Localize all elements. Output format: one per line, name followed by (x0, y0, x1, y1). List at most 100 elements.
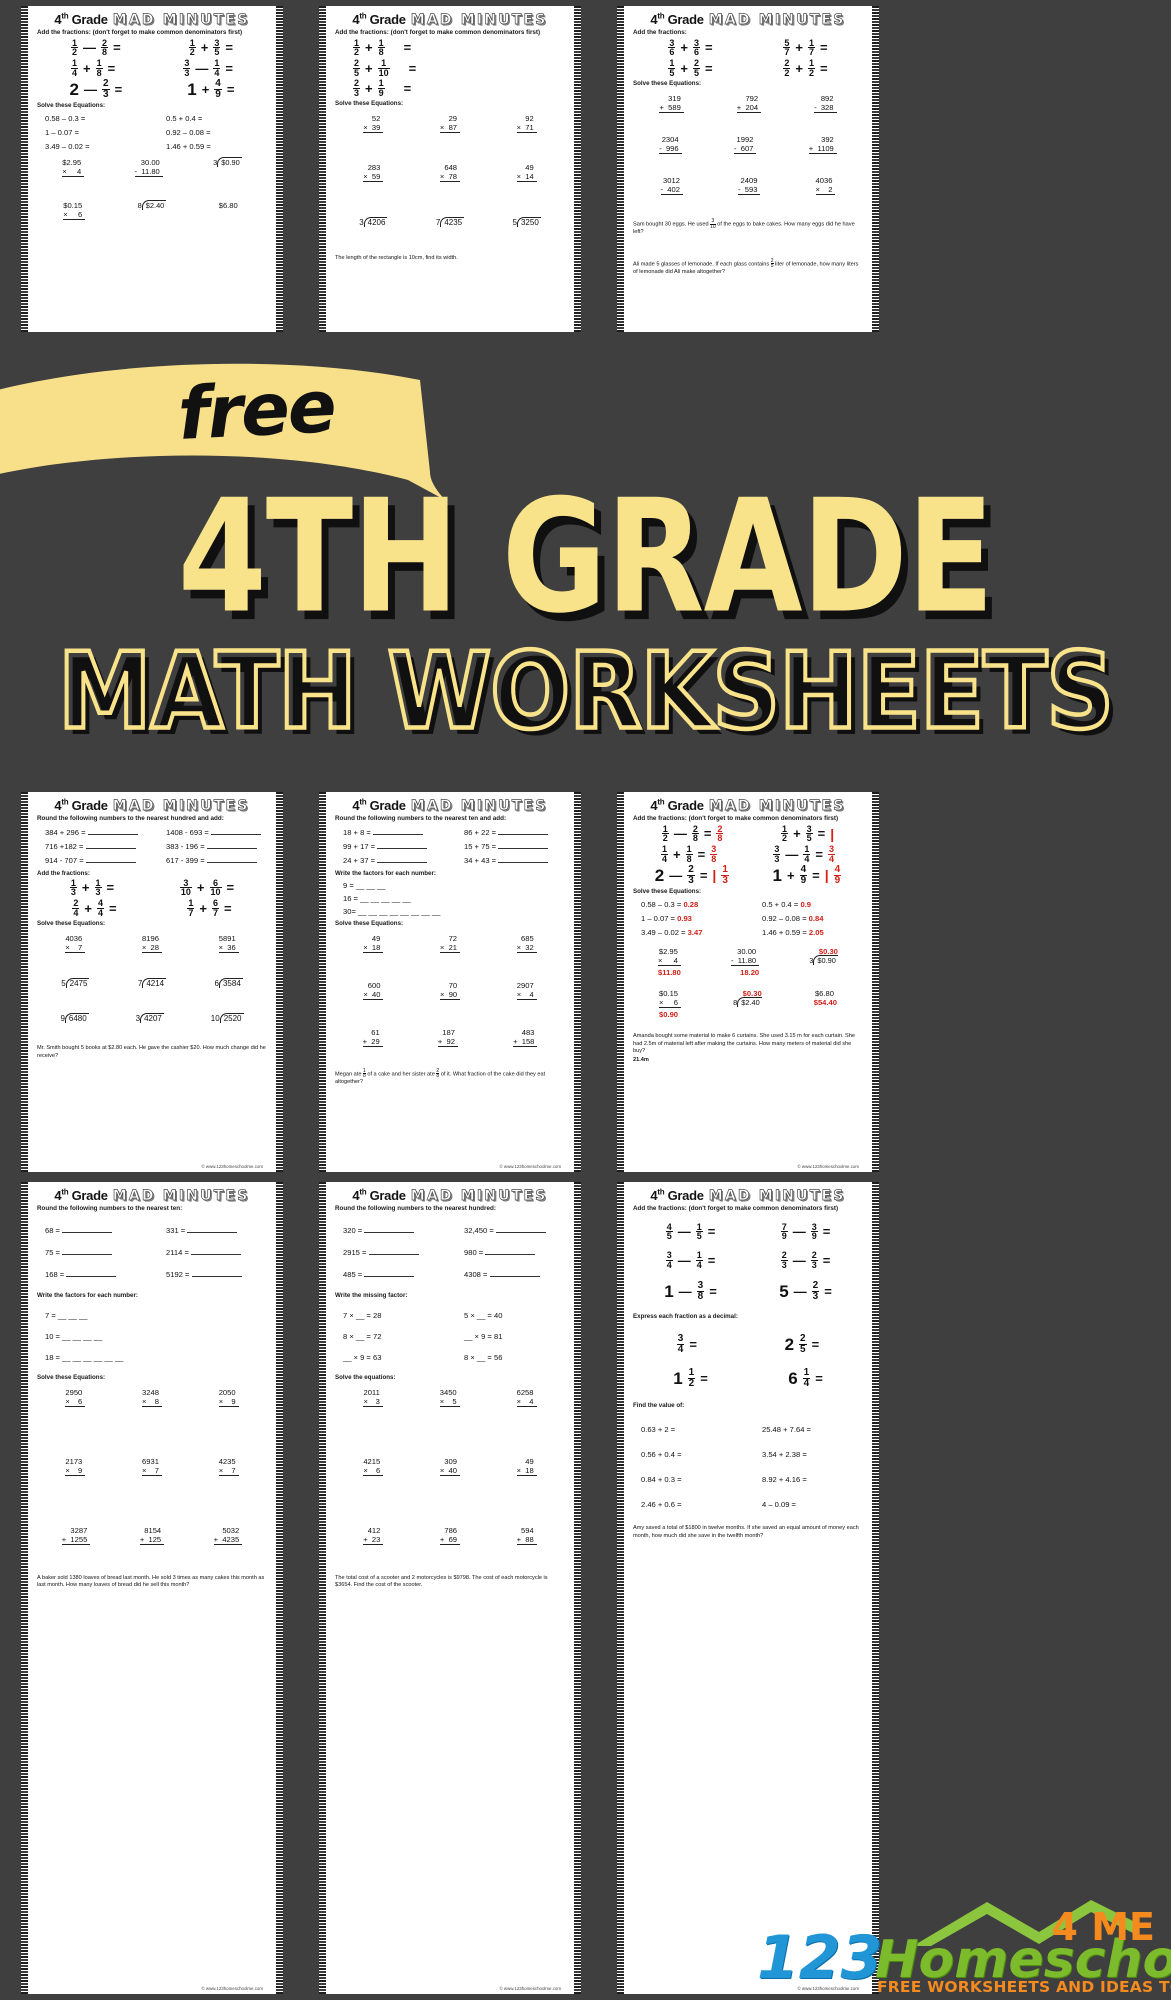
column-sum-row: $2.95 × 4 30.00- 11.80 3 $0.90 (62, 157, 242, 178)
column-sum-row: 49 × 18 72 × 21 685 × 32 (335, 934, 565, 953)
value-label: Find the value of: (633, 1402, 685, 1410)
equation-row: 485 = 4308 = (335, 1270, 565, 1279)
fraction-row: 2 4 +4 4 = 1 7 +6 7 = (72, 898, 232, 918)
fraction-row: 2—2 3 = 1 +4 9 = (69, 78, 235, 100)
brand-homeschool: Homeschool (875, 1930, 1171, 1990)
worksheet-thumbnail-3[interactable]: 4th Grade MAD MINUTES Add the fractions: … (610, 6, 886, 392)
fraction-row: 3 4 = 2 2 5 = (676, 1333, 820, 1355)
worksheet-thumbnail-9[interactable]: 4th Grade MAD MINUTES Add the fractions: … (610, 1182, 886, 1994)
word-problem: The length of the rectangle is 10cm, fin… (335, 255, 458, 262)
factor-row: 16 = __ __ __ __ __ (343, 893, 411, 903)
house-roof-icon (913, 1900, 1135, 1946)
page-subtitle: MATH WORKSHEETS (56, 631, 1116, 754)
instruction-text: Round the following numbers to the neare… (335, 1205, 496, 1212)
column-sum-row: 2950 × 6 3248 × 8 2050 × 9 (37, 1388, 267, 1407)
page-title: 4TH GRADE (177, 466, 994, 649)
word-problem: Amy saved a total of $1800 in twelve mon… (633, 1525, 859, 1539)
instruction-text: Add the fractions: (633, 29, 687, 36)
brand-4me: 4 ME (1051, 1905, 1155, 1949)
factor-row: 9 = __ __ __ (343, 880, 386, 890)
credit-line: © www.123homeschoolme.com (797, 1164, 859, 1169)
column-sum-row: 2173 × 9 6931 × 7 4235 × 7 (37, 1457, 267, 1476)
worksheet-header: 4th Grade MAD MINUTES (650, 1187, 846, 1204)
worksheet-thumbnail-7[interactable]: 4th Grade MAD MINUTES Round the following… (14, 1182, 290, 1994)
worksheet-header: 4th Grade MAD MINUTES (54, 797, 250, 814)
equation-row: 0.84 + 0.3 = 8.92 + 4.16 = (641, 1475, 807, 1485)
worksheet-header: 4th Grade MAD MINUTES (650, 797, 846, 814)
solve-label: Solve these Equations: (37, 1373, 106, 1381)
word-problem: A baker sold 1380 loaves of bread last m… (37, 1574, 265, 1589)
factor-row: 18 = __ __ __ __ __ __ (45, 1352, 124, 1362)
equation-row: 68 = 331 = (37, 1226, 267, 1235)
equation-row: 3.49 – 0.02 = 3.47 1.46 + 0.59 = 2.05 (641, 928, 824, 938)
solve-label: Solve these Equations: (633, 80, 702, 88)
equation-row: 320 = 32,450 = (335, 1226, 565, 1235)
instruction-text: Add the fractions: (don't forget to make… (37, 29, 243, 36)
instruction-text: Round the following numbers to the neare… (37, 815, 224, 822)
column-sum-row: 283 × 59 648 × 78 49 × 14 (335, 163, 565, 183)
worksheet-thumbnail-2[interactable]: 4th Grade MAD MINUTES Add the fractions: … (312, 6, 588, 382)
instruction-text: Add the fractions: (don't forget to make… (633, 815, 839, 822)
column-sum-row: 319 + 589 792 + 204 892- 328 (633, 94, 863, 114)
worksheet-header: 4th Grade MAD MINUTES (650, 11, 846, 28)
worksheet-thumbnail-8[interactable]: 4th Grade MAD MINUTES Round the following… (312, 1182, 588, 1994)
long-division-row: 9 6480 3 4207 10 2520 (60, 1013, 244, 1024)
column-sum-row: $0.15 × 6 8 $2.40 $6.80 (63, 200, 238, 221)
column-sum-row: 600 × 40 70 × 90 2907 × 4 (335, 981, 565, 1000)
worksheet-header: 4th Grade MAD MINUTES (352, 797, 548, 814)
word-problem: Mr. Smith bought 5 books at $2.80 each. … (37, 1045, 266, 1059)
column-sum-row: $0.15 × 6 $0.90 $0.30 8 $2.40 $6.80 $54.40 (659, 989, 837, 1020)
instruction-text: Add the fractions: (don't forget to make… (633, 1205, 839, 1212)
worksheet-thumbnail-4[interactable]: 4th Grade MAD MINUTES Round the following… (14, 792, 290, 1172)
credit-line: © www.123homeschoolme.com (201, 1164, 263, 1169)
factor-row: 7 = __ __ __ (45, 1310, 88, 1320)
equation-row: 1 – 0.07 = 0.93 0.92 – 0.08 = 0.84 (641, 914, 824, 924)
word-problem: Sam bought 30 eggs. He used 3 10 of the e… (633, 218, 855, 236)
credit-line: © www.123homeschoolme.com (499, 1164, 561, 1169)
fraction-row: 1 2—2 8 = 2 8 1 2 +3 5 = | (661, 823, 835, 844)
factor-row: __ × 9 = 63 8 × __ = 56 (343, 1352, 503, 1362)
equation-row: 914 - 707 = 617 - 399 = (37, 856, 267, 865)
worksheet-thumbnail-1[interactable]: 4th Grade MAD MINUTES Add the fractions: … (14, 6, 290, 352)
column-sum-row: 4036 × 7 8196 × 28 5891 × 36 (37, 934, 267, 954)
column-sum-row: 52 × 39 29 × 87 92 × 71 (335, 114, 565, 134)
free-label: free (175, 363, 337, 457)
solve-label: Solve these Equations: (335, 919, 404, 927)
equation-row: 0.63 + 2 = 25.48 + 7.64 = (641, 1425, 811, 1435)
factor-row: 10 = __ __ __ __ (45, 1331, 103, 1341)
column-sum-row: 4215 × 6 309 × 40 49 × 18 (335, 1457, 565, 1476)
worksheet-header: 4th Grade MAD MINUTES (352, 1187, 548, 1204)
equation-row: 716 +182 = 383 - 196 = (37, 842, 267, 851)
solve-label: Solve these Equations: (37, 920, 106, 928)
long-division-row: 3 4206 7 4235 5 3250 (359, 217, 541, 228)
column-sum-row: 412 + 23 786 + 69 594 + 88 (335, 1526, 565, 1545)
fraction-row: 2 3 +1 9 = (353, 78, 412, 98)
worksheet-thumbnail-5[interactable]: 4th Grade MAD MINUTES Round the following… (312, 792, 588, 1172)
credit-line: © www.123homeschoolme.com (499, 1986, 561, 1991)
worksheet-thumbnail-6[interactable]: 4th Grade MAD MINUTES Add the fractions: … (610, 792, 886, 1172)
factors-label: Write the factors for each number: (37, 1291, 138, 1299)
solve-label: Solve these Equations: (335, 100, 404, 108)
factors-label: Write the missing factor: (335, 1291, 408, 1299)
factor-row: 30= __ __ __ __ __ __ __ __ (343, 906, 441, 916)
equation-row: 0.58 – 0.3 = 0.28 0.5 + 0.4 = 0.9 (641, 900, 811, 910)
fraction-row: 1 4 +1 8 = 3 3—1 4 = (71, 58, 233, 78)
factor-row: 7 × __ = 28 5 × __ = 40 (343, 1310, 503, 1320)
fraction-row: 1—3 8 = 5—2 3 = (664, 1280, 832, 1302)
equation-row: 2.46 + 0.6 = 4 – 0.09 = (641, 1500, 796, 1510)
solve-label: Solve these Equations: (37, 102, 106, 110)
worksheet-header: 4th Grade MAD MINUTES (54, 1187, 250, 1204)
fraction-row: 1 3 +1 3 = 3 10 +6 10 = (69, 877, 235, 898)
column-sum-row: $2.95 × 4 $11.80 30.00- 11.80 18.20 $0.30 3 $… (658, 947, 838, 978)
equation-row: 75 = 2114 = (37, 1248, 267, 1257)
credit-line: © www.123homeschoolme.com (797, 1986, 859, 1991)
brand-tagline: FREE WORKSHEETS AND IDEAS TO MAKE LEARNI… (877, 1978, 1171, 1996)
equation-row: 24 + 37 = 34 + 43 = (335, 856, 565, 865)
fraction-row: 1 1 2 = 6 1 4 = (673, 1367, 823, 1389)
fraction-row: 3 4—1 4 = 2 3—2 3 = (665, 1250, 831, 1270)
credit-line: © www.123homeschoolme.com (201, 1986, 263, 1991)
equation-row: 99 + 17 = 15 + 75 = (335, 842, 565, 851)
equation-row: 384 + 296 = 1408 - 693 = (37, 828, 267, 837)
equation-row: 3.49 – 0.02 = 1.46 + 0.59 = (45, 142, 211, 152)
